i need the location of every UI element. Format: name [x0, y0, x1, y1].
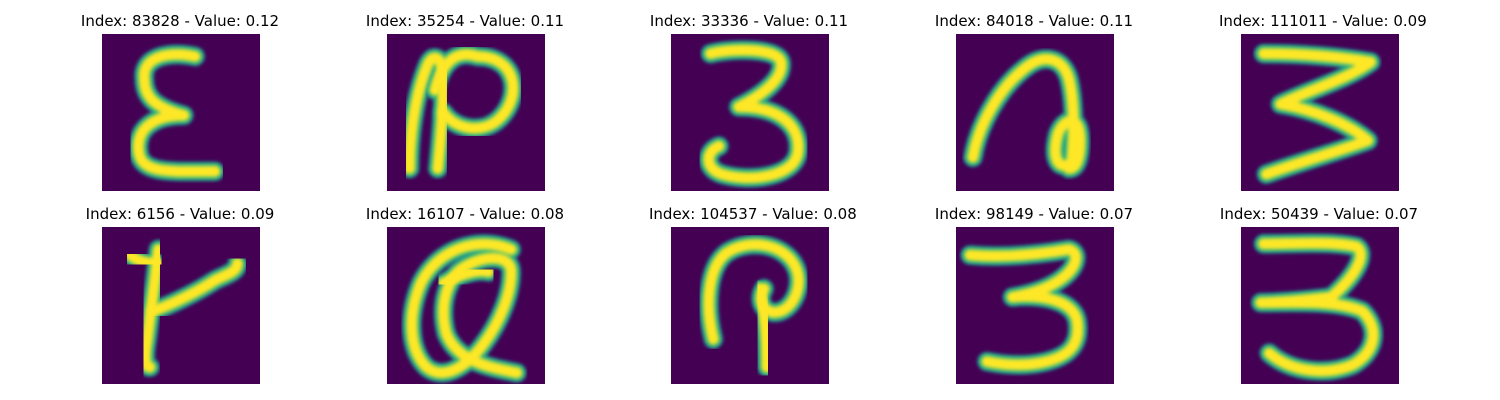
glyph-image: [387, 227, 545, 384]
glyph-image: [1241, 227, 1399, 384]
panel-title: Index: 111011 - Value: 0.09: [1219, 12, 1427, 30]
glyph-stroke: [1255, 237, 1379, 377]
panel-title: Index: 84018 - Value: 0.11: [934, 12, 1134, 30]
panel-title: Index: 35254 - Value: 0.11: [365, 12, 565, 30]
panel-image: [387, 227, 545, 384]
panel-title: Index: 6156 - Value: 0.09: [85, 205, 275, 223]
glyph-image: [102, 34, 260, 191]
panel-image: [102, 227, 260, 384]
panel-title: Index: 33336 - Value: 0.11: [649, 12, 849, 30]
panel-title: Index: 50439 - Value: 0.07: [1219, 205, 1419, 223]
glyph-image: [671, 34, 829, 191]
panel-image: [102, 34, 260, 191]
panel-title: Index: 16107 - Value: 0.08: [365, 205, 565, 223]
glyph-stroke: [964, 244, 1084, 371]
panel-title: Index: 98149 - Value: 0.07: [934, 205, 1134, 223]
glyph-image: [956, 227, 1114, 384]
glyph-image: [1241, 34, 1399, 191]
glyph-image: [956, 34, 1114, 191]
panel-image: [1241, 34, 1399, 191]
glyph-stroke: [139, 244, 164, 373]
panel-image: [671, 227, 829, 384]
glyph-stroke: [133, 49, 221, 177]
glyph-stroke: [1258, 48, 1377, 180]
glyph-stroke: [404, 52, 449, 174]
glyph-stroke: [967, 53, 1086, 174]
panel-image: [956, 34, 1114, 191]
panel-image: [671, 34, 829, 191]
panel-image: [956, 227, 1114, 384]
glyph-stroke: [429, 49, 519, 134]
panel-image: [1241, 227, 1399, 384]
glyph-stroke: [406, 238, 523, 379]
glyph-image: [102, 227, 260, 384]
glyph-stroke: [438, 265, 494, 289]
panel-image: [387, 34, 545, 191]
glyph-stroke: [147, 258, 243, 317]
glyph-image: [387, 34, 545, 191]
glyph-stroke: [703, 44, 804, 184]
glyph-stroke: [753, 283, 773, 373]
glyph-stroke: [703, 239, 804, 345]
panel-title: Index: 104537 - Value: 0.08: [649, 205, 857, 223]
glyph-image: [671, 227, 829, 384]
panel-title: Index: 83828 - Value: 0.12: [80, 12, 280, 30]
glyph-stroke: [124, 249, 164, 269]
